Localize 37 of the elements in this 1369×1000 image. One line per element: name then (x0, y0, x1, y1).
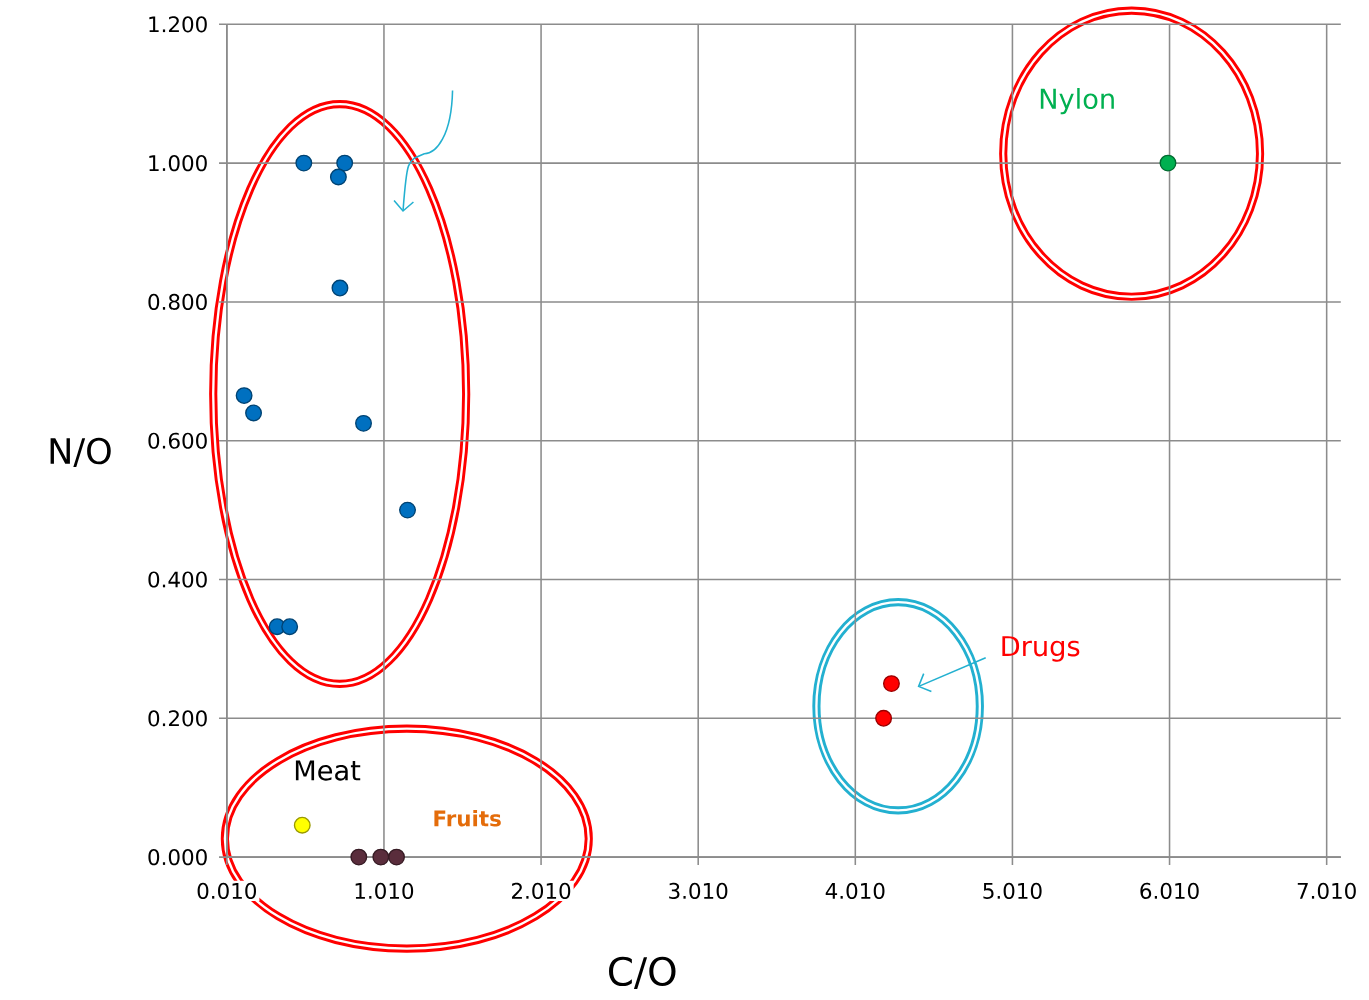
y-tick-label: 0.400 (148, 571, 207, 588)
x-tick-label: 3.010 (669, 882, 728, 899)
point (399, 501, 416, 519)
x-tick-label: 7.010 (1297, 882, 1356, 899)
point (293, 816, 311, 834)
x-tick-label: 2.010 (511, 882, 571, 899)
point (331, 279, 349, 297)
x-tick-label: 4.010 (825, 882, 885, 899)
x-tick-label: 1.010 (355, 882, 414, 899)
y-tick-label: 0.800 (148, 293, 207, 310)
x-tick-label: 5.010 (983, 882, 1042, 899)
x-axis-title: C/O (609, 956, 676, 990)
point (295, 154, 313, 172)
y-tick-label: 1.000 (149, 154, 207, 172)
point (336, 154, 354, 172)
point (281, 618, 299, 636)
point (1159, 154, 1177, 172)
y-tick-label: 0.600 (148, 432, 207, 449)
point (350, 848, 368, 866)
series-label: Fruits (434, 809, 501, 827)
x-tick-label: 0.010 (197, 882, 257, 899)
y-tick-label: 1.200 (149, 16, 207, 33)
point (875, 709, 893, 727)
point (388, 848, 405, 866)
point (329, 168, 347, 186)
point (882, 675, 900, 693)
point (245, 404, 262, 422)
y-tick-label: 0.000 (148, 848, 207, 866)
point (235, 387, 253, 404)
point (372, 848, 390, 866)
text: Drugs (1002, 636, 1080, 662)
y-axis-title: N/O (50, 437, 111, 467)
x-tick-label: 6.010 (1140, 882, 1199, 899)
series-label: Meat (295, 760, 361, 781)
y-tick-label: 0.200 (148, 710, 207, 727)
text: Nylon (1040, 87, 1114, 115)
point (355, 414, 372, 432)
